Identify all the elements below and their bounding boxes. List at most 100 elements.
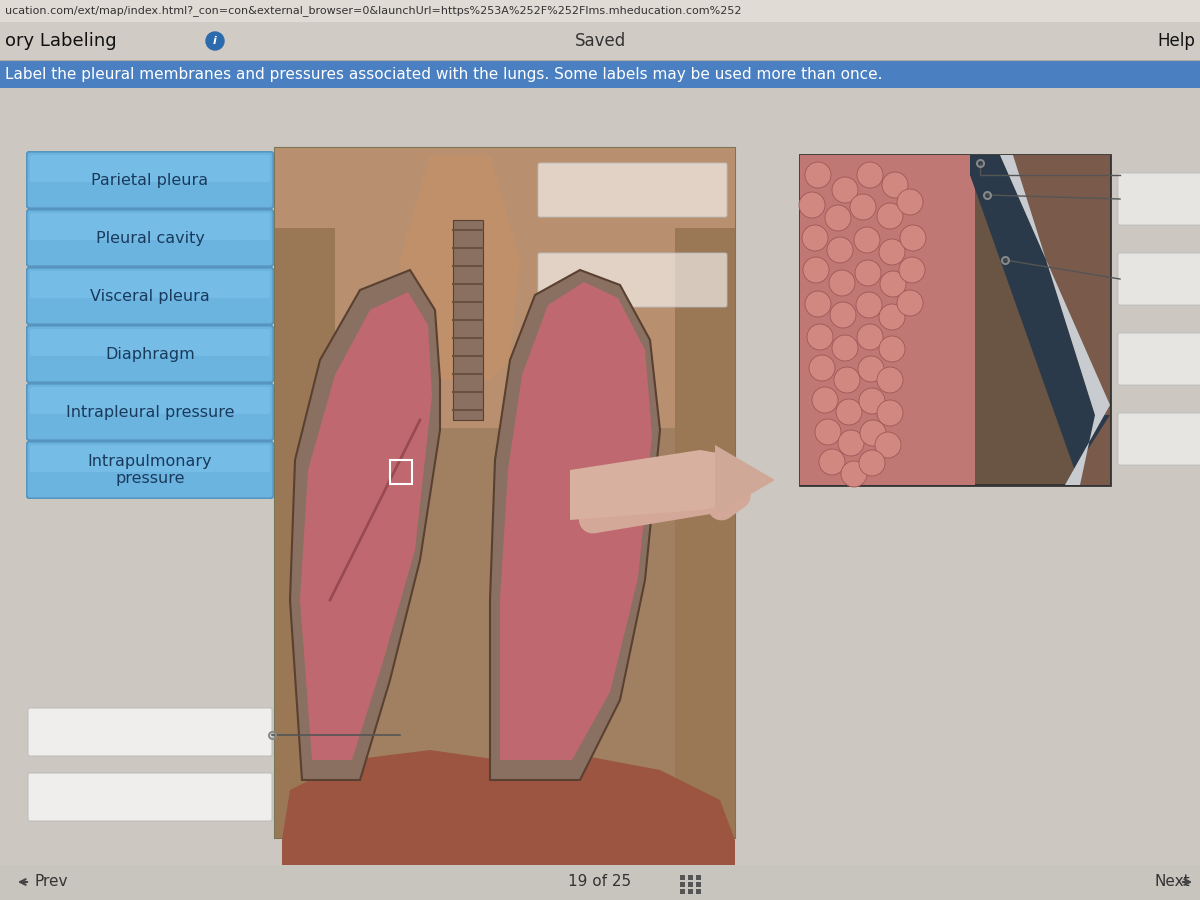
Circle shape <box>799 192 826 218</box>
Text: Diaphragm: Diaphragm <box>106 346 194 362</box>
Circle shape <box>859 388 886 414</box>
Circle shape <box>830 302 856 328</box>
FancyBboxPatch shape <box>28 384 274 440</box>
Polygon shape <box>500 282 652 760</box>
Circle shape <box>838 430 864 456</box>
Circle shape <box>877 203 904 229</box>
Text: ucation.com/ext/map/index.html?_con=con&external_browser=0&launchUrl=https%253A%: ucation.com/ext/map/index.html?_con=con&… <box>5 5 742 16</box>
FancyBboxPatch shape <box>26 325 274 383</box>
Text: Intrapulmonary
pressure: Intrapulmonary pressure <box>88 454 212 486</box>
Polygon shape <box>400 155 520 380</box>
Circle shape <box>850 194 876 220</box>
Text: Visceral pleura: Visceral pleura <box>90 289 210 303</box>
Polygon shape <box>1000 155 1110 485</box>
FancyBboxPatch shape <box>28 442 274 498</box>
Bar <box>0 0 1200 22</box>
Circle shape <box>880 271 906 297</box>
FancyBboxPatch shape <box>30 329 270 356</box>
Bar <box>688 875 694 880</box>
Polygon shape <box>1066 415 1110 485</box>
FancyBboxPatch shape <box>28 268 274 324</box>
Bar <box>0 865 1200 900</box>
Circle shape <box>900 225 926 251</box>
Circle shape <box>815 419 841 445</box>
Circle shape <box>877 367 904 393</box>
Text: i: i <box>214 36 217 46</box>
FancyBboxPatch shape <box>30 445 270 472</box>
Circle shape <box>808 324 833 350</box>
Text: Label the pleural membranes and pressures associated with the lungs. Some labels: Label the pleural membranes and pressure… <box>5 67 882 82</box>
FancyBboxPatch shape <box>1118 413 1200 465</box>
Bar <box>390 460 412 484</box>
FancyBboxPatch shape <box>26 209 274 267</box>
Circle shape <box>832 177 858 203</box>
Circle shape <box>836 399 862 425</box>
Circle shape <box>832 335 858 361</box>
FancyBboxPatch shape <box>30 387 270 414</box>
Circle shape <box>898 290 923 316</box>
Circle shape <box>857 162 883 188</box>
FancyBboxPatch shape <box>28 708 272 756</box>
Circle shape <box>878 239 905 265</box>
Text: Pleural cavity: Pleural cavity <box>96 230 204 246</box>
FancyBboxPatch shape <box>1118 173 1200 225</box>
FancyBboxPatch shape <box>30 271 270 298</box>
Bar <box>674 228 734 838</box>
Circle shape <box>826 205 851 231</box>
Bar <box>688 889 694 894</box>
Bar <box>680 882 685 887</box>
Circle shape <box>877 400 904 426</box>
FancyBboxPatch shape <box>538 163 727 217</box>
Bar <box>275 148 734 428</box>
Bar <box>688 882 694 887</box>
Circle shape <box>860 420 886 446</box>
Text: ory Labeling: ory Labeling <box>5 32 116 50</box>
Polygon shape <box>1013 155 1110 415</box>
Bar <box>275 148 734 838</box>
FancyBboxPatch shape <box>28 773 272 821</box>
Text: 19 of 25: 19 of 25 <box>569 875 631 889</box>
FancyBboxPatch shape <box>28 152 274 208</box>
Bar <box>0 60 1200 88</box>
Circle shape <box>899 257 925 283</box>
Bar <box>0 22 1200 60</box>
Circle shape <box>803 257 829 283</box>
Bar <box>680 875 685 880</box>
FancyBboxPatch shape <box>1118 333 1200 385</box>
Text: Parietal pleura: Parietal pleura <box>91 173 209 187</box>
Circle shape <box>827 237 853 263</box>
Circle shape <box>841 461 866 487</box>
Circle shape <box>854 227 880 253</box>
Circle shape <box>878 336 905 362</box>
Circle shape <box>805 162 830 188</box>
Bar <box>800 155 974 485</box>
FancyBboxPatch shape <box>538 253 727 307</box>
FancyBboxPatch shape <box>28 210 274 266</box>
FancyBboxPatch shape <box>28 326 274 382</box>
FancyBboxPatch shape <box>26 267 274 325</box>
Circle shape <box>878 304 905 330</box>
Bar <box>0 88 1200 865</box>
Circle shape <box>854 260 881 286</box>
FancyBboxPatch shape <box>30 213 270 240</box>
Text: Intrapleural pressure: Intrapleural pressure <box>66 404 234 419</box>
Circle shape <box>856 292 882 318</box>
Polygon shape <box>715 445 775 515</box>
Text: Saved: Saved <box>575 32 625 50</box>
Bar <box>680 889 685 894</box>
Polygon shape <box>570 450 760 520</box>
Circle shape <box>858 356 884 382</box>
Circle shape <box>818 449 845 475</box>
Circle shape <box>875 432 901 458</box>
Bar <box>696 882 701 887</box>
Circle shape <box>812 387 838 413</box>
Circle shape <box>834 367 860 393</box>
Circle shape <box>859 450 886 476</box>
Polygon shape <box>970 155 1110 485</box>
Polygon shape <box>282 750 734 900</box>
Circle shape <box>809 355 835 381</box>
FancyBboxPatch shape <box>30 155 270 182</box>
Circle shape <box>829 270 854 296</box>
Bar <box>454 220 482 420</box>
Circle shape <box>206 32 224 50</box>
